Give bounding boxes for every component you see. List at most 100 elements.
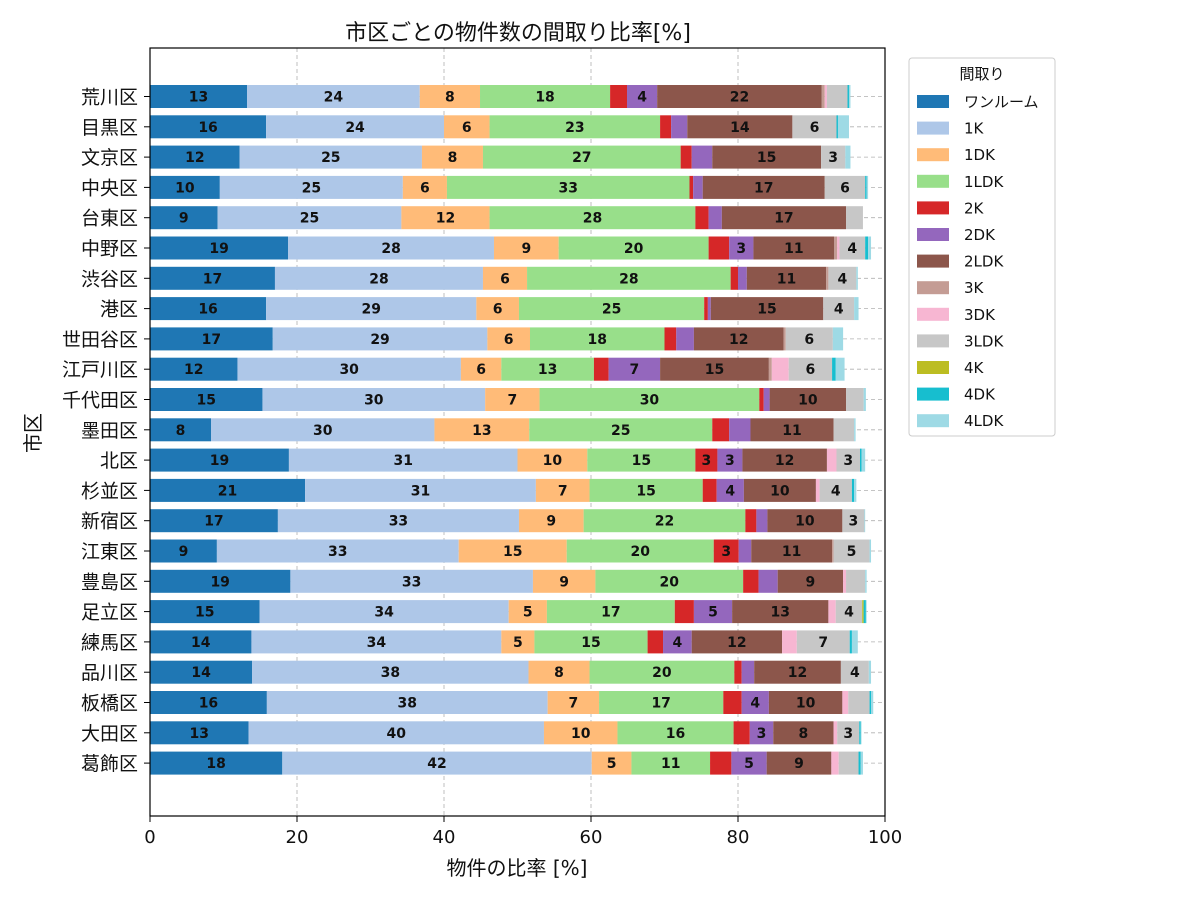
bar-segment	[150, 266, 275, 290]
bar-segment	[832, 357, 836, 381]
legend-swatch	[917, 254, 949, 268]
bar-value-label: 33	[389, 514, 408, 530]
bar-value-label: 4	[637, 90, 647, 106]
bar-segment	[546, 600, 675, 624]
legend-title: 間取り	[959, 65, 1004, 83]
bar-value-label: 3	[721, 544, 731, 560]
legend-entry-label: 2DK	[964, 226, 996, 244]
bar-value-label: 7	[629, 362, 639, 378]
x-tick-label: 80	[727, 827, 750, 848]
bar-segment	[826, 85, 848, 108]
bar-segment	[864, 509, 866, 533]
bar-segment	[833, 539, 870, 563]
bar-segment	[710, 297, 824, 321]
bar-value-label: 9	[806, 574, 816, 590]
bar-segment	[150, 85, 248, 108]
bar-segment	[150, 297, 267, 321]
legend-items: ワンルーム 1K 1DK 1LDK 2K 2DK 2LDK 3K 3DK 3LDK 4K 4DK 4LD…	[917, 93, 1039, 430]
bar-value-label: 15	[581, 635, 600, 651]
bar-segment	[150, 539, 217, 563]
bar-segment	[627, 85, 658, 108]
bar-segment	[664, 327, 677, 351]
bar-segment	[865, 569, 867, 593]
bar-segment	[660, 115, 672, 139]
legend-entry-label: 3LDK	[964, 332, 1004, 350]
y-tick-label: 世田谷区	[62, 329, 138, 351]
bar-segment	[782, 630, 797, 654]
bar-segment	[837, 721, 860, 745]
bar-value-label: 25	[602, 302, 621, 318]
bar-value-label: 12	[184, 362, 203, 378]
bar-segment	[657, 85, 822, 108]
bar-segment	[532, 569, 596, 593]
bar-value-label: 17	[202, 332, 221, 348]
legend-entry-label: 3K	[964, 279, 985, 297]
bar-value-label: 14	[191, 665, 211, 681]
bar-segment	[647, 630, 664, 654]
bar-segment	[529, 418, 713, 442]
legend-swatch	[917, 201, 949, 215]
bar-segment	[729, 418, 751, 442]
bar-value-label: 16	[199, 696, 218, 712]
y-tick-label: 杉並区	[81, 480, 138, 502]
bar-segment	[528, 660, 590, 684]
bar-value-label: 5	[744, 756, 754, 772]
bar-segment	[401, 206, 490, 230]
bar-segment	[833, 418, 855, 442]
bar-segment	[272, 327, 488, 351]
bar-value-label: 9	[559, 574, 569, 590]
y-tick-label: 台東区	[81, 208, 138, 230]
bar-value-label: 19	[210, 574, 229, 590]
bar-value-label: 24	[345, 120, 365, 136]
bar-value-label: 4	[672, 635, 682, 651]
bar-segment	[274, 266, 483, 290]
bar-segment	[216, 539, 459, 563]
bar-segment	[150, 236, 289, 260]
bar-segment	[248, 721, 544, 745]
bar-segment	[691, 630, 783, 654]
bar-segment	[846, 388, 864, 411]
bar-value-label: 5	[513, 635, 523, 651]
bar-segment	[535, 478, 590, 502]
bar-segment	[689, 175, 694, 199]
bar-value-label: 10	[571, 726, 591, 742]
bar-value-label: 11	[661, 756, 680, 772]
bar-value-label: 7	[818, 635, 828, 651]
bar-value-label: 8	[554, 665, 564, 681]
bar-segment	[266, 691, 548, 714]
bar-value-label: 22	[730, 90, 749, 106]
bar-value-label: 3	[843, 726, 853, 742]
bar-segment	[610, 85, 628, 108]
bar-value-label: 5	[847, 544, 857, 560]
bar-value-label: 4	[834, 302, 844, 318]
bar-segment	[458, 539, 567, 563]
bars-layer	[150, 85, 874, 775]
bar-value-label: 12	[185, 150, 204, 166]
bar-segment	[842, 691, 849, 714]
bar-segment	[501, 357, 594, 381]
y-tick-label: 江東区	[81, 541, 138, 563]
bar-segment	[676, 327, 694, 351]
bar-value-label: 5	[708, 605, 718, 621]
bar-segment	[713, 539, 739, 563]
legend-swatch	[917, 307, 949, 321]
bar-value-label: 30	[640, 393, 660, 409]
bar-value-label: 19	[210, 453, 229, 469]
bar-segment	[734, 660, 742, 684]
bar-value-label: 18	[588, 332, 607, 348]
y-tick-label: 渋谷区	[81, 268, 138, 290]
bar-value-label: 12	[788, 665, 807, 681]
x-tick-label: 100	[868, 827, 902, 848]
bar-segment	[785, 327, 833, 351]
bar-value-label: 18	[535, 90, 554, 106]
bar-value-label: 9	[546, 514, 556, 530]
legend: 間取り ワンルーム 1K 1DK 1LDK 2K 2DK 2LDK 3K 3DK 3LDK 4K 4D…	[908, 57, 1056, 437]
bar-segment	[693, 600, 733, 624]
legend-swatch	[917, 228, 949, 241]
bar-segment	[788, 357, 833, 381]
bar-segment	[750, 418, 834, 442]
bar-segment	[730, 266, 738, 290]
bar-segment	[837, 115, 849, 139]
x-axis-label: 物件の比率 [%]	[447, 856, 588, 880]
bar-value-label: 16	[666, 726, 685, 742]
